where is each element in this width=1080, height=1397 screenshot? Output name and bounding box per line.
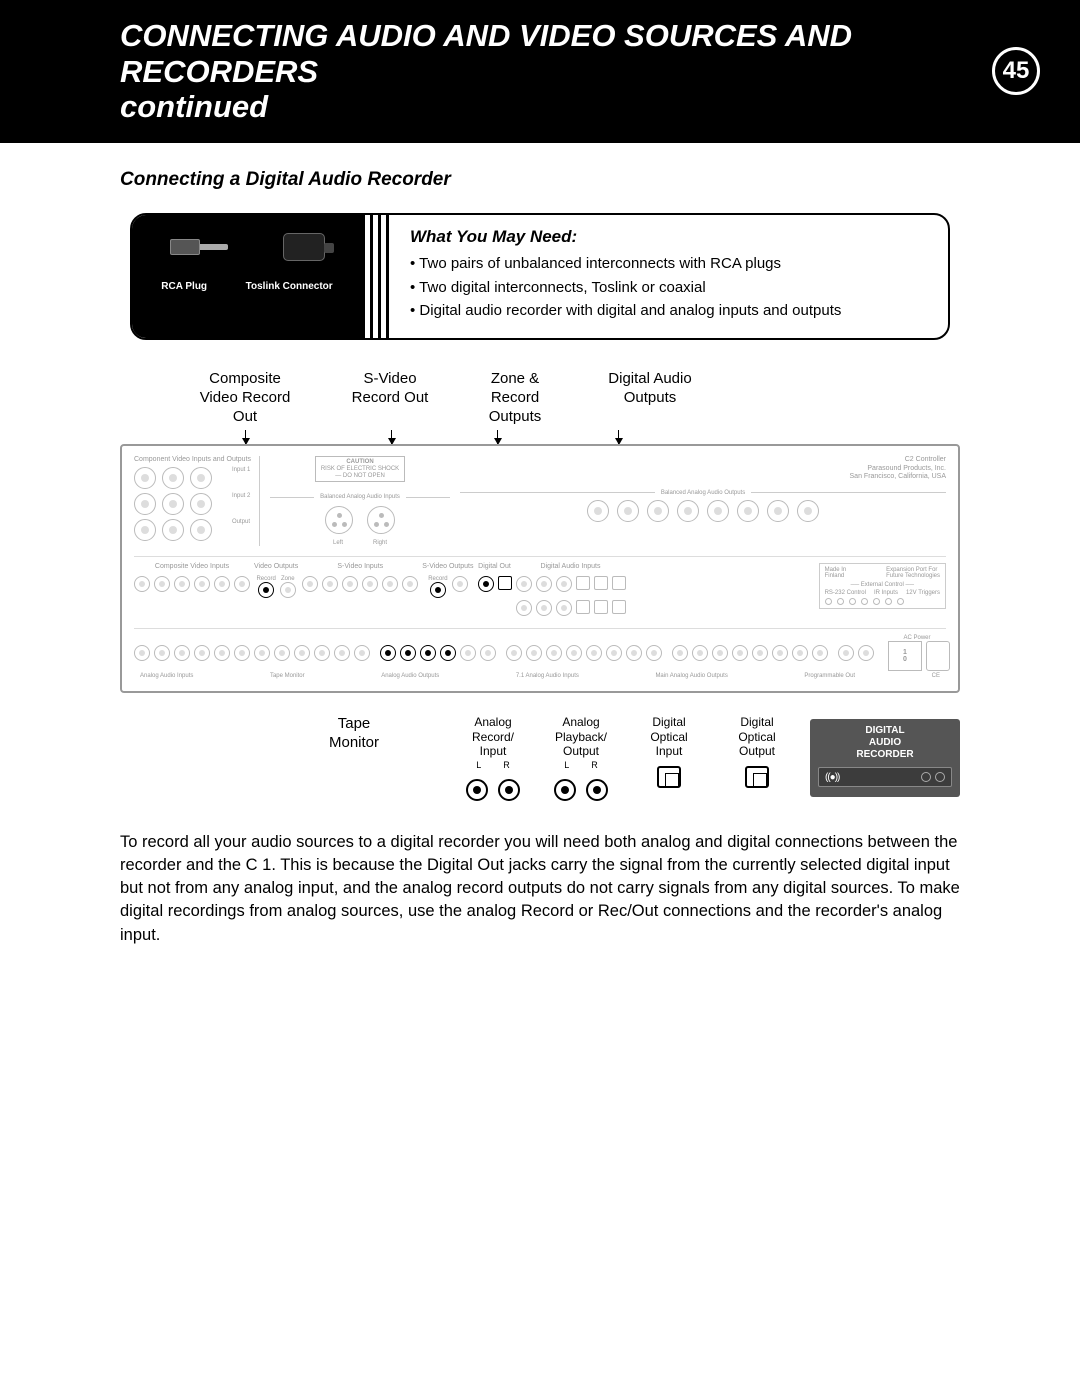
label-digital-audio-out: Digital Audio Outputs xyxy=(570,370,730,430)
vid-out-label: Video Outputs xyxy=(254,563,298,570)
model-line1: C2 Controller xyxy=(905,456,946,463)
input1-label: Input 1 xyxy=(232,467,250,489)
model-line2: Parasound Products, Inc. xyxy=(867,465,946,472)
caution-title: CAUTION xyxy=(346,459,373,465)
need-box-title: What You May Need: xyxy=(410,227,928,247)
input2-label: Input 2 xyxy=(232,493,250,515)
component-video-section: Component Video Inputs and Outputs Input… xyxy=(134,456,260,546)
ext-ctrl-label: External Control xyxy=(861,582,904,588)
recorder-title: DIGITAL AUDIO RECORDER xyxy=(818,725,952,761)
header-title: CONNECTING AUDIO AND VIDEO SOURCES AND R… xyxy=(120,18,972,125)
main-out-label: Main Analog Audio Outputs xyxy=(655,673,727,679)
recorder-callout-area: Tape Monitor Analog Record/ Input L R An… xyxy=(120,715,960,801)
lr-label: L xyxy=(564,760,569,771)
optical-jack-icon xyxy=(745,766,769,788)
dig-out-label: Digital Out xyxy=(478,563,511,570)
rca-jack-icon xyxy=(586,779,608,801)
need-item: Digital audio recorder with digital and … xyxy=(410,300,928,322)
balanced-out-label: Balanced Analog Audio Outputs xyxy=(661,490,745,496)
model-info: C2 Controller Parasound Products, Inc. S… xyxy=(826,456,946,481)
diagram-top-labels: Composite Video Record Out S-Video Recor… xyxy=(120,370,960,430)
power-switch: 1 0 xyxy=(888,641,922,671)
header-bar: CONNECTING AUDIO AND VIDEO SOURCES AND R… xyxy=(0,0,1080,143)
toslink-label: Toslink Connector xyxy=(246,281,333,292)
xlr-jack xyxy=(367,506,395,534)
what-you-may-need-box: RCA Plug Toslink Connector What You May … xyxy=(130,213,950,340)
rca-jack-icon xyxy=(466,779,488,801)
rca-jack-icon xyxy=(554,779,576,801)
expansion-port-label: Expansion Port For Future Technologies xyxy=(886,567,940,579)
seven-one-label: 7.1 Analog Audio Inputs xyxy=(516,673,579,679)
tape-monitor-label: Tape Monitor xyxy=(310,715,398,801)
rec-col-analog-record: Analog Record/ Input L R xyxy=(458,715,528,801)
output-label: Output xyxy=(232,519,250,541)
need-box-separator xyxy=(362,215,392,338)
label-zone-record-out: Zone & Record Outputs xyxy=(460,370,570,430)
caution-label: CAUTION RISK OF ELECTRIC SHOCK — DO NOT … xyxy=(315,456,405,482)
label-composite-out: Composite Video Record Out xyxy=(170,370,320,430)
ac-1: 1 xyxy=(903,649,907,656)
speaker-icon: ((●)) xyxy=(825,772,839,783)
ir-inputs-label: IR Inputs xyxy=(874,590,898,596)
rec-col-title: Digital Optical Output xyxy=(722,715,792,758)
right-label: Right xyxy=(373,540,387,546)
svideo-in-label: S-Video Inputs xyxy=(337,563,383,570)
rec-col-title: Analog Playback/ Output xyxy=(546,715,616,758)
rec-col-analog-playback: Analog Playback/ Output L R xyxy=(546,715,616,801)
header-title-line2: continued xyxy=(120,89,268,124)
model-line3: San Francisco, California, USA xyxy=(850,473,946,480)
ac-inlet xyxy=(926,641,950,671)
section-heading: Connecting a Digital Audio Recorder xyxy=(120,169,960,191)
prog-out-label: Programmable Out xyxy=(804,673,855,679)
label-svideo-out: S-Video Record Out xyxy=(320,370,460,430)
component-video-label: Component Video Inputs and Outputs xyxy=(134,456,251,463)
body-paragraph: To record all your audio sources to a di… xyxy=(120,831,960,946)
made-in-label: Made In Finland xyxy=(825,567,847,579)
rca-jack-icon xyxy=(498,779,520,801)
bottom-io-strip: AC Power 1 0 xyxy=(134,628,946,671)
dig-in-label: Digital Audio Inputs xyxy=(541,563,601,570)
triggers-label: 12V Triggers xyxy=(906,590,940,596)
header-title-line1: CONNECTING AUDIO AND VIDEO SOURCES AND R… xyxy=(120,18,852,89)
page-number-badge: 45 xyxy=(992,47,1040,95)
rca-plug-label: RCA Plug xyxy=(161,281,207,292)
analog-in-label: Analog Audio Inputs xyxy=(140,673,193,679)
balanced-in-label: Balanced Analog Audio Inputs xyxy=(320,494,400,500)
xlr-jack xyxy=(325,506,353,534)
svideo-out-label: S-Video Outputs xyxy=(422,563,473,570)
need-box-text: What You May Need: Two pairs of unbalanc… xyxy=(392,215,948,338)
rs232-label: RS-232 Control xyxy=(825,590,866,596)
rca-plug-icon xyxy=(170,239,228,255)
analog-out-label: Analog Audio Outputs xyxy=(381,673,439,679)
rec-col-optical-in: Digital Optical Input xyxy=(634,715,704,788)
need-item: Two pairs of unbalanced interconnects wi… xyxy=(410,253,928,275)
rec-col-title: Digital Optical Input xyxy=(634,715,704,758)
page-content: Connecting a Digital Audio Recorder RCA … xyxy=(0,143,1080,987)
lr-label: R xyxy=(591,760,598,771)
optical-jack-icon xyxy=(657,766,681,788)
need-box-connectors: RCA Plug Toslink Connector xyxy=(132,215,362,338)
ac-0: 0 xyxy=(903,656,907,663)
rear-panel-schematic: Component Video Inputs and Outputs Input… xyxy=(120,444,960,693)
left-label: Left xyxy=(333,540,343,546)
digital-audio-recorder-unit: DIGITAL AUDIO RECORDER ((●)) xyxy=(810,719,960,797)
page-number: 45 xyxy=(1003,57,1030,85)
caution-body: RISK OF ELECTRIC SHOCK — DO NOT OPEN xyxy=(321,466,399,479)
lr-label: L xyxy=(476,760,481,771)
rec-col-optical-out: Digital Optical Output xyxy=(722,715,792,788)
bottom-strip-labels: Analog Audio Inputs Tape Monitor Analog … xyxy=(134,673,946,679)
toslink-icon xyxy=(283,233,325,261)
lr-label: R xyxy=(503,760,510,771)
tape-mon-label: Tape Monitor xyxy=(270,673,305,679)
comp-vid-in-label: Composite Video Inputs xyxy=(155,563,229,570)
knob-icon xyxy=(921,772,931,782)
knob-icon xyxy=(935,772,945,782)
need-item: Two digital interconnects, Toslink or co… xyxy=(410,277,928,299)
rec-col-title: Analog Record/ Input xyxy=(458,715,528,758)
mid-io-strip: Composite Video Inputs Video Outputs Rec… xyxy=(134,556,946,620)
connection-diagram: Composite Video Record Out S-Video Recor… xyxy=(120,370,960,801)
external-control-box: Made In Finland Expansion Port For Futur… xyxy=(819,563,946,609)
